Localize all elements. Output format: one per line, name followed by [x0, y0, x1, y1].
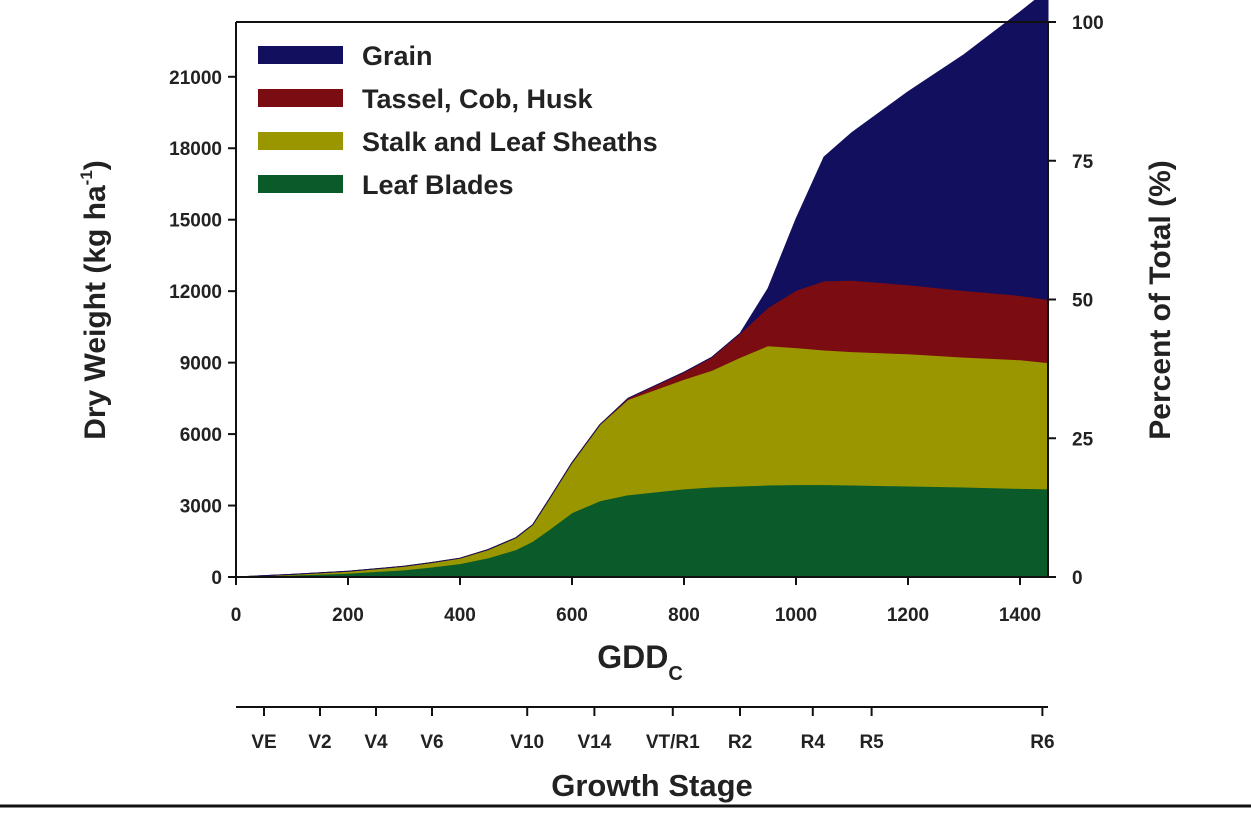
y-left-tick-label: 21000: [169, 68, 222, 89]
growth-stage-label: V10: [510, 732, 544, 753]
y-right-tick-label: 75: [1072, 152, 1094, 173]
growth-stage-label: VT/R1: [646, 732, 700, 753]
x-tick-label: 600: [556, 605, 588, 626]
x-axis-label: GDDC: [597, 639, 683, 685]
y-left-tick-label: 12000: [169, 282, 222, 303]
growth-stage-label: V6: [420, 732, 443, 753]
x-tick-label: 1400: [999, 605, 1041, 626]
y-left-tick-label: 0: [211, 568, 222, 589]
growth-stage-label: V4: [364, 732, 388, 753]
growth-stage-label: R5: [859, 732, 884, 753]
x-tick-label: 1200: [887, 605, 929, 626]
legend: Grain Tassel, Cob, Husk Stalk and Leaf She…: [258, 41, 658, 200]
axes: 0300060009000120001500018000210000255075…: [169, 13, 1104, 626]
y-left-tick-label: 15000: [169, 211, 222, 232]
x-tick-label: 0: [231, 605, 242, 626]
legend-label-grain: Grain: [362, 41, 433, 71]
y-right-tick-label: 50: [1072, 291, 1093, 312]
x-tick-label: 1000: [775, 605, 817, 626]
growth-stage-label: R2: [728, 732, 752, 753]
y-axis-label-right: Percent of Total (%): [1144, 160, 1177, 439]
legend-swatch-leaf-blades: [258, 175, 343, 193]
y-right-tick-label: 100: [1072, 13, 1104, 34]
y-right-tick-label: 25: [1072, 429, 1094, 450]
y-left-tick-label: 9000: [180, 354, 222, 375]
growth-stage-label: R6: [1030, 732, 1054, 753]
y-right-tick-label: 0: [1072, 568, 1083, 589]
x-tick-label: 200: [332, 605, 364, 626]
legend-swatch-tassel-cob-husk: [258, 89, 343, 107]
x-tick-label: 800: [668, 605, 700, 626]
y-left-tick-label: 6000: [180, 425, 222, 446]
growth-stage-label: V14: [577, 732, 611, 753]
legend-swatch-grain: [258, 46, 343, 64]
legend-swatch-stalk-and-leaf-sheaths: [258, 132, 343, 150]
y-left-tick-label: 3000: [180, 497, 222, 518]
y-left-tick-label: 18000: [169, 139, 222, 160]
growth-stage-label: VE: [251, 732, 276, 753]
y-axis-label-left: Dry Weight (kg ha-1): [77, 160, 112, 440]
legend-label-tassel-cob-husk: Tassel, Cob, Husk: [362, 84, 594, 114]
area-layers: [235, 0, 1049, 578]
legend-label-leaf-blades: Leaf Blades: [362, 170, 514, 200]
growth-stage-label: V2: [308, 732, 331, 753]
growth-stage-axis: VE V2 V4 V6 V10 V14 VT/R1 R2 R4 R5 R6: [236, 706, 1055, 753]
growth-stage-label: R4: [801, 732, 826, 753]
legend-label-stalk-and-leaf-sheaths: Stalk and Leaf Sheaths: [362, 127, 658, 157]
growth-stage-title: Growth Stage: [551, 768, 753, 803]
x-tick-label: 400: [444, 605, 476, 626]
area-leaf-blades: [235, 484, 1049, 578]
